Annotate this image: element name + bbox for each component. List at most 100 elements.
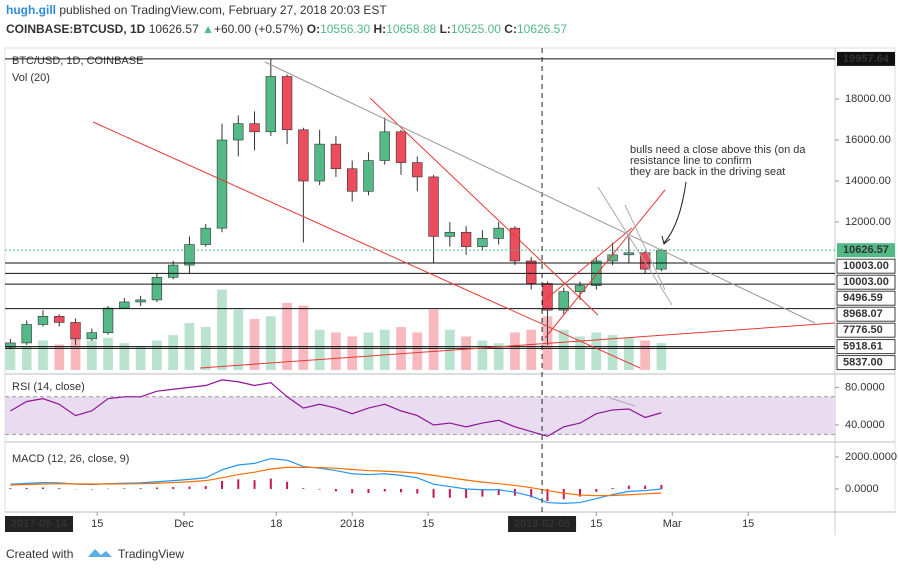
- candle-body: [412, 162, 423, 178]
- candle-body: [656, 249, 667, 270]
- price-label-box: [836, 290, 896, 306]
- logo: [88, 549, 112, 557]
- date-marker-box: [5, 516, 73, 532]
- macd-histogram: [139, 488, 142, 489]
- candle-body: [233, 123, 244, 141]
- macd-histogram: [41, 487, 44, 489]
- candle-body: [21, 324, 32, 344]
- price-label-box: [837, 51, 895, 66]
- volume-bar: [298, 305, 309, 370]
- volume-bar: [363, 332, 374, 370]
- trend-line: [544, 189, 666, 339]
- macd-histogram: [220, 480, 223, 489]
- price-label: 5837.00: [843, 357, 883, 369]
- candle-body: [363, 160, 374, 192]
- trend-line: [199, 322, 836, 369]
- price-label-box: [836, 306, 896, 322]
- h-label: H:: [373, 22, 386, 36]
- volume-bar: [70, 329, 81, 370]
- x-tick-label: Dec: [174, 518, 194, 530]
- macd-histogram: [660, 484, 663, 489]
- trend-line: [92, 121, 641, 369]
- price-label: 7776.50: [843, 324, 883, 336]
- volume-bar: [135, 345, 146, 370]
- macd-histogram: [383, 488, 386, 492]
- l-label: L:: [440, 22, 451, 36]
- macd-histogram: [546, 488, 549, 501]
- price-label-box: [836, 355, 896, 371]
- macd-histogram: [286, 481, 289, 489]
- header-line: hugh.gill published on TradingView.com, …: [6, 3, 387, 17]
- y-tick-label: 80.0000: [845, 381, 885, 393]
- candle-body: [167, 264, 179, 278]
- macd-histogram: [627, 485, 630, 489]
- x-tick-label: 2018: [340, 518, 364, 530]
- arrow: [663, 181, 687, 244]
- o-label: O:: [307, 22, 320, 36]
- footer-text: Created with: [6, 547, 73, 561]
- price-label: 5918.61: [843, 341, 883, 353]
- volume-bar: [493, 343, 504, 370]
- candle-body: [135, 299, 146, 303]
- candle-body: [330, 143, 342, 170]
- volume-bar: [558, 329, 569, 370]
- macd-histogram: [172, 487, 175, 489]
- date-marker: 2018-02-05: [514, 518, 570, 530]
- candle-body: [70, 322, 81, 340]
- volume-bar: [656, 343, 667, 370]
- annotation: resistance line to confirm: [630, 155, 752, 167]
- candle-body: [558, 291, 569, 311]
- candle-body: [265, 76, 276, 133]
- candle-body: [102, 307, 114, 333]
- trend-line: [609, 397, 636, 407]
- macd-histogram: [9, 488, 12, 489]
- candle-body: [151, 277, 163, 301]
- volume-bar: [54, 344, 65, 370]
- volume-bar: [331, 332, 341, 370]
- macd-histogram: [400, 488, 403, 493]
- volume-bar: [510, 332, 520, 370]
- macd-histogram: [253, 480, 256, 489]
- annotation: they are back in the driving seat: [630, 166, 785, 178]
- o: 10556.30: [320, 22, 370, 36]
- volume-bar: [526, 329, 537, 370]
- y-tick-label: 40.0000: [845, 419, 885, 431]
- last: 10626.57: [149, 22, 199, 36]
- candle-body: [281, 76, 293, 131]
- macd-histogram: [318, 488, 321, 490]
- candle-body: [314, 143, 325, 182]
- published: published on TradingView.com, February 2…: [59, 3, 387, 17]
- price-label: 10003.00: [843, 260, 889, 272]
- footer-brand[interactable]: TradingView: [118, 547, 184, 561]
- macd-histogram: [611, 488, 614, 489]
- price-label-box: [836, 339, 896, 355]
- price-label-box: [836, 258, 896, 274]
- price-label: 19957.64: [843, 53, 890, 65]
- candle-body: [216, 139, 228, 229]
- change: +60.00 (+0.57%): [214, 22, 303, 36]
- volume-bar: [314, 329, 325, 370]
- candle-body: [347, 168, 358, 192]
- price-label: 8968.07: [843, 308, 883, 320]
- candle-body: [86, 332, 97, 340]
- quote-line: COINBASE:BTCUSD, 1D 10626.57 ▲+60.00 (+0…: [6, 22, 567, 36]
- y-tick-label: 12000.00: [845, 216, 891, 228]
- macd-histogram: [530, 488, 533, 498]
- candle-body: [298, 129, 309, 182]
- pane-title: RSI (14, close): [12, 381, 85, 393]
- macd-histogram: [367, 488, 370, 493]
- candle-body: [54, 315, 65, 323]
- candle-body: [379, 131, 390, 161]
- trend-line: [597, 186, 673, 306]
- arrow-head: [661, 235, 671, 245]
- author[interactable]: hugh.gill: [6, 3, 56, 17]
- price-label: 9496.59: [843, 292, 883, 304]
- volume-bar: [38, 340, 48, 370]
- candle-body: [460, 231, 472, 247]
- candle-body: [623, 252, 635, 256]
- pane-title: MACD (12, 26, close, 9): [12, 453, 129, 465]
- macd-histogram: [595, 488, 598, 492]
- panes: [4, 47, 896, 535]
- macd-histogram: [465, 488, 468, 498]
- candle-body: [249, 123, 260, 133]
